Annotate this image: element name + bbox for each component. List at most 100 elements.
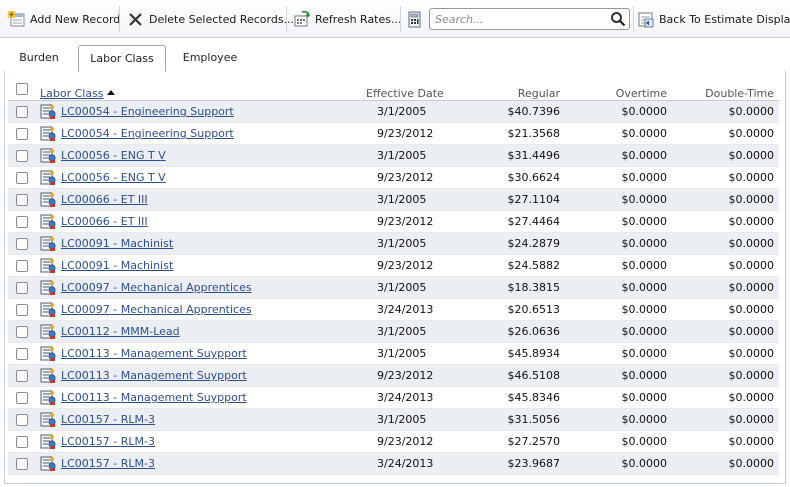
table-row[interactable]: LC00066 - ET III 9/23/2012 $27.4464 $0.0000… xyxy=(8,211,779,233)
table-row[interactable]: LC00054 - Engineering Support 3/1/2005 $40… xyxy=(8,101,779,123)
labor-class-link[interactable]: LC00056 - ENG T V xyxy=(61,149,166,162)
labor-class-record-icon[interactable] xyxy=(40,367,57,384)
regular-rate-cell: $18.3815 xyxy=(507,281,561,294)
labor-class-link[interactable]: LC00054 - Engineering Support xyxy=(61,105,234,118)
select-all-checkbox[interactable] xyxy=(16,83,28,95)
column-header-effective-date[interactable]: Effective Date xyxy=(366,87,444,100)
effective-date-cell: 9/23/2012 xyxy=(377,215,434,228)
row-checkbox[interactable] xyxy=(16,326,28,338)
labor-class-link[interactable]: LC00054 - Engineering Support xyxy=(61,127,234,140)
row-checkbox[interactable] xyxy=(16,414,28,426)
refresh-rates-button[interactable]: Refresh Rates... xyxy=(293,9,401,29)
labor-class-record-icon[interactable] xyxy=(40,169,57,186)
table-row[interactable]: LC00113 - Management Suypport 3/1/2005 $45… xyxy=(8,343,779,365)
magnifier-icon[interactable] xyxy=(610,11,626,27)
table-row[interactable]: LC00157 - RLM-3 3/24/2013 $23.9687 $0.0000 $… xyxy=(8,453,779,475)
row-checkbox[interactable] xyxy=(16,172,28,184)
table-row[interactable]: LC00097 - Mechanical Apprentices 3/24/201… xyxy=(8,299,779,321)
search-box[interactable] xyxy=(429,8,630,30)
labor-class-record-icon[interactable] xyxy=(40,235,57,252)
column-header-overtime[interactable]: Overtime xyxy=(615,87,667,100)
regular-rate-cell: $23.9687 xyxy=(507,457,561,470)
regular-rate-cell: $27.4464 xyxy=(507,215,561,228)
overtime-rate-cell: $0.0000 xyxy=(621,149,668,162)
tab-burden[interactable]: Burden xyxy=(19,51,59,64)
labor-class-link[interactable]: LC00056 - ENG T V xyxy=(61,171,166,184)
labor-class-record-icon[interactable] xyxy=(40,147,57,164)
tab-labor-class[interactable]: Labor Class xyxy=(78,45,166,72)
overtime-rate-cell: $0.0000 xyxy=(621,281,668,294)
table-row[interactable]: LC00054 - Engineering Support 9/23/2012 $2… xyxy=(8,123,779,145)
table-row[interactable]: LC00112 - MMM-Lead 3/1/2005 $26.0636 $0.000… xyxy=(8,321,779,343)
row-checkbox[interactable] xyxy=(16,436,28,448)
column-header-labor-class[interactable]: Labor Class xyxy=(40,87,115,100)
regular-rate-cell: $45.8346 xyxy=(507,391,561,404)
search-input[interactable] xyxy=(433,11,603,27)
row-checkbox[interactable] xyxy=(16,238,28,250)
labor-class-record-icon[interactable] xyxy=(40,213,57,230)
row-checkbox[interactable] xyxy=(16,282,28,294)
labor-class-link[interactable]: LC00066 - ET III xyxy=(61,193,148,206)
labor-class-link[interactable]: LC00157 - RLM-3 xyxy=(61,413,155,426)
regular-rate-cell: $24.2879 xyxy=(507,237,561,250)
table-row[interactable]: LC00066 - ET III 3/1/2005 $27.1104 $0.0000 $… xyxy=(8,189,779,211)
effective-date-cell: 3/1/2005 xyxy=(377,413,427,426)
labor-class-link[interactable]: LC00091 - Machinist xyxy=(61,237,174,250)
row-checkbox[interactable] xyxy=(16,216,28,228)
effective-date-cell: 3/1/2005 xyxy=(377,281,427,294)
labor-class-record-icon[interactable] xyxy=(40,323,57,340)
row-checkbox[interactable] xyxy=(16,128,28,140)
row-checkbox[interactable] xyxy=(16,150,28,162)
double-time-rate-cell: $0.0000 xyxy=(728,193,775,206)
labor-class-link[interactable]: LC00066 - ET III xyxy=(61,215,148,228)
add-new-record-button[interactable]: Add New Record xyxy=(8,9,120,29)
tab-employee[interactable]: Employee xyxy=(182,51,238,64)
labor-class-link[interactable]: LC00113 - Management Suypport xyxy=(61,391,247,404)
labor-class-record-icon[interactable] xyxy=(40,433,57,450)
row-checkbox[interactable] xyxy=(16,304,28,316)
row-checkbox[interactable] xyxy=(16,260,28,272)
table-row[interactable]: LC00113 - Management Suypport 9/23/2012 $4… xyxy=(8,365,779,387)
labor-class-record-icon[interactable] xyxy=(40,279,57,296)
column-header-regular[interactable]: Regular xyxy=(517,87,560,100)
row-checkbox[interactable] xyxy=(16,348,28,360)
overtime-rate-cell: $0.0000 xyxy=(621,391,668,404)
back-to-estimate-display-button[interactable]: Back To Estimate Display xyxy=(637,9,790,29)
sort-ascending-icon xyxy=(106,90,115,95)
labor-class-link[interactable]: LC00113 - Management Suypport xyxy=(61,347,247,360)
table-row[interactable]: LC00091 - Machinist 3/1/2005 $24.2879 $0.00… xyxy=(8,233,779,255)
labor-class-link[interactable]: LC00112 - MMM-Lead xyxy=(61,325,180,338)
table-row[interactable]: LC00056 - ENG T V 9/23/2012 $30.6624 $0.000… xyxy=(8,167,779,189)
labor-class-record-icon[interactable] xyxy=(40,389,57,406)
table-row[interactable]: LC00113 - Management Suypport 3/24/2013 $4… xyxy=(8,387,779,409)
effective-date-cell: 3/1/2005 xyxy=(377,237,427,250)
labor-class-record-icon[interactable] xyxy=(40,125,57,142)
labor-class-record-icon[interactable] xyxy=(40,455,57,472)
labor-class-record-icon[interactable] xyxy=(40,345,57,362)
table-row[interactable]: LC00091 - Machinist 9/23/2012 $24.5882 $0.0… xyxy=(8,255,779,277)
labor-class-link[interactable]: LC00157 - RLM-3 xyxy=(61,457,155,470)
row-checkbox[interactable] xyxy=(16,458,28,470)
table-row[interactable]: LC00097 - Mechanical Apprentices 3/1/2005… xyxy=(8,277,779,299)
labor-class-record-icon[interactable] xyxy=(40,257,57,274)
labor-class-link[interactable]: LC00097 - Mechanical Apprentices xyxy=(61,281,252,294)
labor-class-link[interactable]: LC00097 - Mechanical Apprentices xyxy=(61,303,252,316)
labor-class-link[interactable]: LC00091 - Machinist xyxy=(61,259,174,272)
delete-selected-records-button[interactable]: Delete Selected Records... xyxy=(127,9,294,29)
row-checkbox[interactable] xyxy=(16,370,28,382)
labor-class-link[interactable]: LC00113 - Management Suypport xyxy=(61,369,247,382)
labor-class-record-icon[interactable] xyxy=(40,191,57,208)
toolbar-divider xyxy=(119,6,120,32)
labor-class-link[interactable]: LC00157 - RLM-3 xyxy=(61,435,155,448)
table-row[interactable]: LC00157 - RLM-3 3/1/2005 $31.5056 $0.0000 $0… xyxy=(8,409,779,431)
row-checkbox[interactable] xyxy=(16,392,28,404)
labor-class-record-icon[interactable] xyxy=(40,411,57,428)
column-header-double-time[interactable]: Double-Time xyxy=(705,87,774,100)
labor-class-record-icon[interactable] xyxy=(40,301,57,318)
row-checkbox[interactable] xyxy=(16,106,28,118)
calculator-button[interactable] xyxy=(406,9,423,29)
row-checkbox[interactable] xyxy=(16,194,28,206)
table-row[interactable]: LC00056 - ENG T V 3/1/2005 $31.4496 $0.0000… xyxy=(8,145,779,167)
labor-class-record-icon[interactable] xyxy=(40,103,57,120)
table-row[interactable]: LC00157 - RLM-3 9/23/2012 $27.2570 $0.0000 $… xyxy=(8,431,779,453)
